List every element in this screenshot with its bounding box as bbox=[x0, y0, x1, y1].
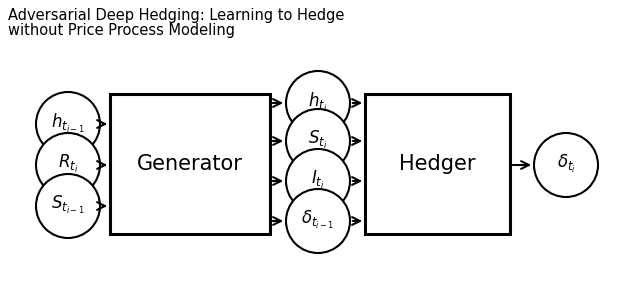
Circle shape bbox=[534, 133, 598, 197]
Circle shape bbox=[36, 92, 100, 156]
Circle shape bbox=[36, 174, 100, 238]
Text: $\delta_{t_i}$: $\delta_{t_i}$ bbox=[557, 153, 575, 175]
Text: $h_{t_i}$: $h_{t_i}$ bbox=[308, 91, 328, 114]
Text: $R_{t_i}$: $R_{t_i}$ bbox=[58, 153, 78, 175]
Text: $S_{t_i}$: $S_{t_i}$ bbox=[308, 129, 328, 151]
Text: Adversarial Deep Hedging: Learning to Hedge: Adversarial Deep Hedging: Learning to He… bbox=[8, 8, 344, 23]
Circle shape bbox=[286, 109, 350, 173]
Text: $S_{t_{i-1}}$: $S_{t_{i-1}}$ bbox=[51, 194, 85, 216]
Text: Hedger: Hedger bbox=[399, 154, 476, 174]
Circle shape bbox=[286, 71, 350, 135]
Text: Generator: Generator bbox=[137, 154, 243, 174]
Text: $\delta_{t_{i-1}}$: $\delta_{t_{i-1}}$ bbox=[301, 209, 335, 231]
Text: $I_{t_i}$: $I_{t_i}$ bbox=[311, 169, 325, 191]
Bar bbox=[365, 94, 510, 234]
Text: without Price Process Modeling: without Price Process Modeling bbox=[8, 23, 235, 38]
Bar bbox=[110, 94, 270, 234]
Circle shape bbox=[286, 189, 350, 253]
Circle shape bbox=[286, 149, 350, 213]
Circle shape bbox=[36, 133, 100, 197]
Text: $h_{t_{i-1}}$: $h_{t_{i-1}}$ bbox=[51, 112, 85, 135]
